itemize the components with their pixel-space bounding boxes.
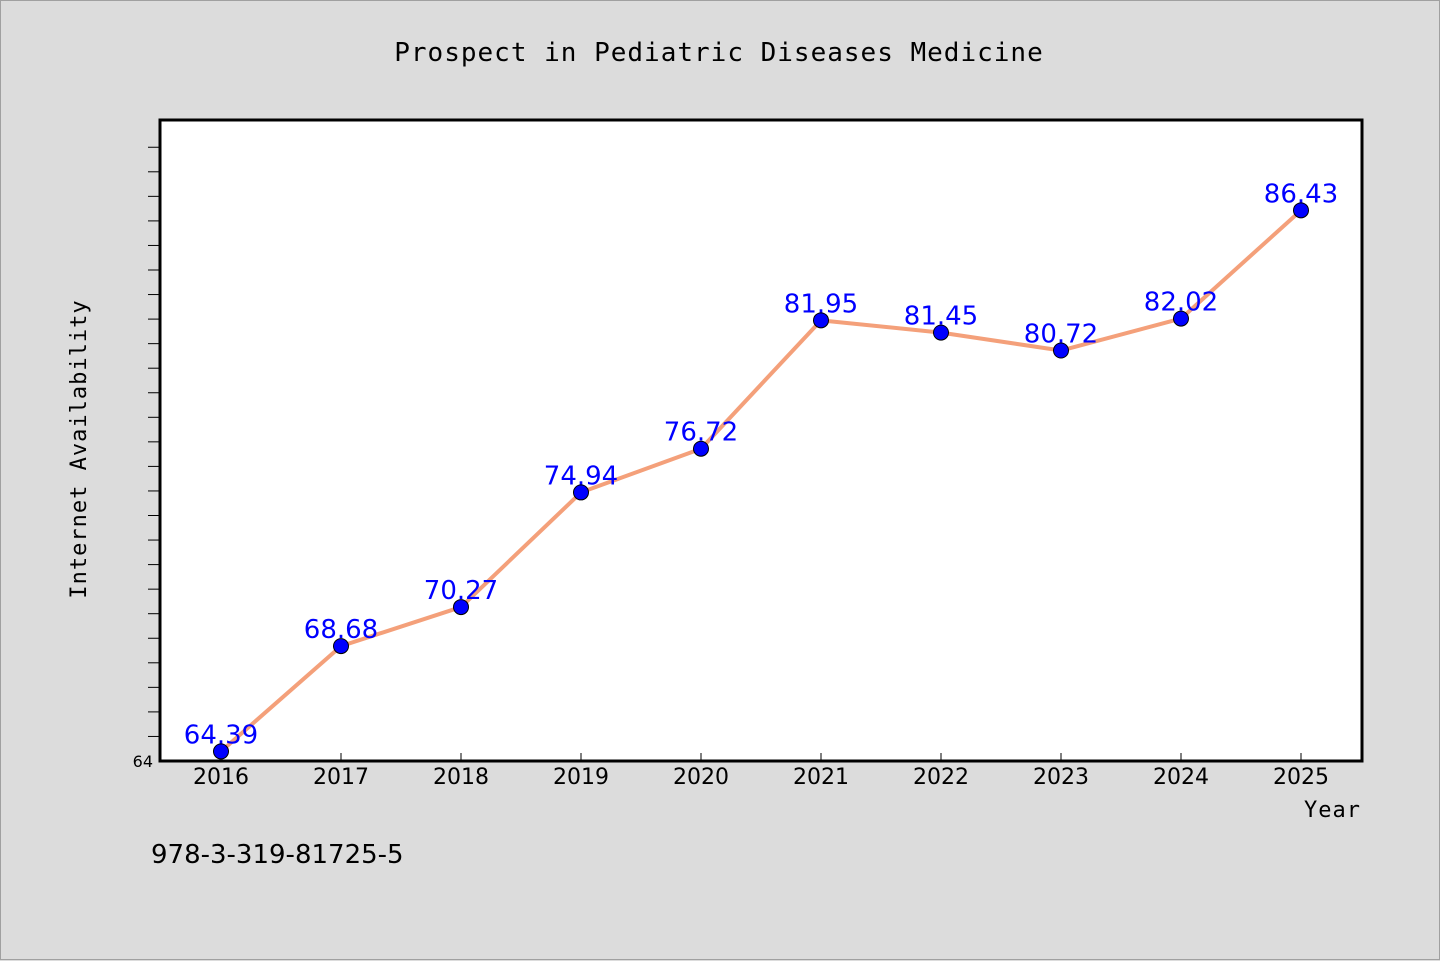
- data-label: 86.43: [1264, 179, 1338, 209]
- x-tick-label: 2022: [913, 765, 969, 790]
- data-markers: [213, 202, 1309, 760]
- data-point: [693, 440, 709, 457]
- data-point: [1053, 342, 1069, 359]
- plot-area: [158, 118, 1364, 763]
- x-tick-label: 2019: [553, 765, 609, 790]
- x-axis-label: Year: [1304, 798, 1361, 823]
- y-axis-ticks: [148, 146, 160, 737]
- x-axis-ticks: [220, 753, 1302, 761]
- x-tick-label: 2021: [793, 765, 849, 790]
- chart-title: Prospect in Pediatric Diseases Medicine: [394, 38, 1043, 68]
- y-axis-label: Internet Availability: [67, 299, 92, 598]
- x-tick-label: 2017: [313, 765, 369, 790]
- data-label: 81.45: [904, 302, 978, 332]
- data-point: [813, 312, 829, 329]
- x-tick-label: 2018: [433, 765, 489, 790]
- x-tick-label: 2020: [673, 765, 729, 790]
- data-label: 80.72: [1024, 320, 1098, 350]
- data-point: [933, 324, 949, 341]
- data-label: 64.39: [184, 720, 258, 750]
- data-label: 82.02: [1144, 288, 1218, 318]
- data-point: [1293, 202, 1309, 219]
- data-label: 70.27: [424, 576, 498, 606]
- data-point: [573, 484, 589, 501]
- data-labels: 64.39 68.68 70.27 74.94 76.72 81.95 81.45 80.72…: [184, 179, 1338, 750]
- data-point: [1173, 310, 1189, 327]
- y-tick-label: 64: [133, 752, 153, 771]
- data-label: 76.72: [664, 418, 738, 448]
- isbn-text: 978-3-319-81725-5: [151, 840, 404, 870]
- x-tick-labels: 2016 2017 2018 2019 2020 2021 2022 2023 2024 2025: [193, 765, 1329, 790]
- data-label: 74.94: [544, 461, 618, 491]
- x-tick-label: 2023: [1033, 765, 1089, 790]
- data-point: [333, 638, 349, 655]
- x-tick-label: 2025: [1273, 765, 1329, 790]
- data-point: [213, 743, 229, 760]
- data-point: [453, 599, 469, 616]
- x-tick-label: 2016: [193, 765, 249, 790]
- data-label: 81.95: [784, 289, 858, 319]
- series-line: [219, 208, 1303, 753]
- x-tick-label: 2024: [1153, 765, 1209, 790]
- data-label: 68.68: [304, 615, 378, 645]
